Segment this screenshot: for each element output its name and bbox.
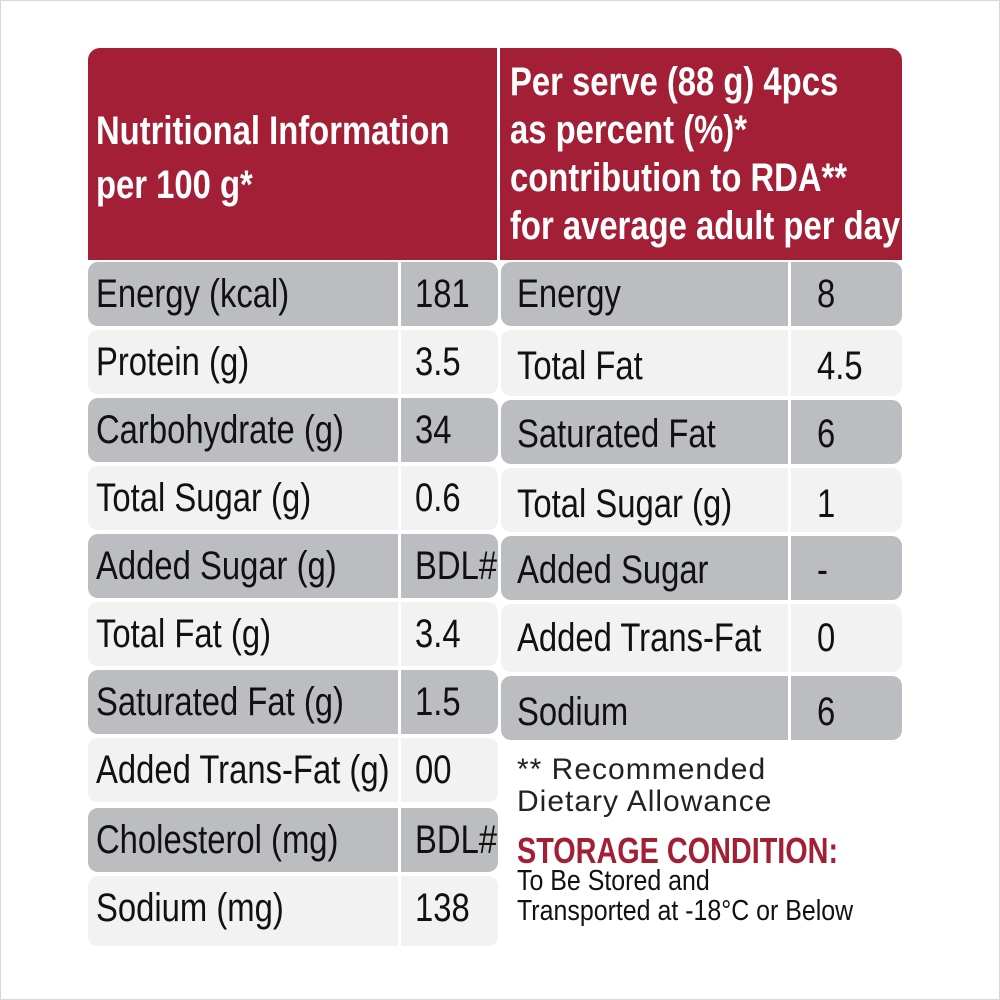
- rda-label: Sodium: [517, 690, 629, 734]
- header-left-line: Nutritional Information: [96, 109, 450, 153]
- rda-footnote: ** Recommended Dietary Allowance: [517, 754, 897, 818]
- rda-label: Energy: [517, 272, 621, 316]
- nutrient-value: 3.5: [415, 340, 461, 384]
- storage-condition-text: To Be Stored and Transported at -18°C or…: [517, 866, 921, 926]
- rda-value: 8: [817, 272, 836, 316]
- row-separator: [788, 536, 791, 600]
- rda-label: Total Sugar (g): [517, 482, 733, 526]
- nutrient-row: Total Sugar (g) 0.6: [88, 466, 498, 530]
- storage-line: Transported at -18°C or Below: [517, 895, 854, 927]
- row-separator: [398, 738, 401, 802]
- rda-row: Total Sugar (g) 1: [501, 468, 902, 532]
- row-separator: [788, 468, 791, 532]
- nutrient-label: Energy (kcal): [96, 272, 290, 316]
- nutrient-row: Energy (kcal) 181: [88, 262, 498, 326]
- footnote-line: Dietary Allowance: [517, 785, 773, 818]
- row-separator: [398, 602, 401, 666]
- nutrient-label: Total Fat (g): [96, 612, 271, 656]
- row-separator: [398, 398, 401, 462]
- row-separator: [398, 262, 401, 326]
- rda-value: 0: [817, 616, 836, 660]
- header-right-line: as percent (%)*: [510, 108, 747, 152]
- rda-row: Energy 8: [501, 262, 902, 326]
- nutrient-value: 181: [415, 272, 470, 316]
- rda-row: Saturated Fat 6: [501, 400, 902, 464]
- nutrient-value: 34: [415, 408, 452, 452]
- nutrient-label: Carbohydrate (g): [96, 408, 344, 452]
- nutrient-row: Added Trans-Fat (g) 00: [88, 738, 498, 802]
- row-separator: [398, 876, 401, 946]
- nutrient-label: Cholesterol (mg): [96, 818, 339, 862]
- row-separator: [788, 676, 791, 740]
- nutrient-label: Saturated Fat (g): [96, 680, 344, 724]
- nutrient-label: Added Sugar (g): [96, 544, 337, 588]
- nutrient-label: Total Sugar (g): [96, 476, 312, 520]
- rda-row: Sodium 6: [501, 676, 902, 740]
- storage-line: To Be Stored and: [517, 865, 710, 897]
- header-divider: [497, 48, 500, 260]
- header-right-line: contribution to RDA**: [510, 156, 848, 200]
- rda-label: Total Fat: [517, 344, 643, 388]
- nutrient-label: Added Trans-Fat (g): [96, 748, 390, 792]
- nutrient-value: 0.6: [415, 476, 461, 520]
- nutrient-label: Sodium (mg): [96, 886, 284, 930]
- row-separator: [398, 670, 401, 734]
- nutrient-row: Saturated Fat (g) 1.5: [88, 670, 498, 734]
- nutrient-row: Carbohydrate (g) 34: [88, 398, 498, 462]
- rda-row: Total Fat 4.5: [501, 330, 902, 396]
- header-per-serve-rda: Per serve (88 g) 4pcs as percent (%)* co…: [510, 58, 901, 250]
- rda-value: -: [817, 548, 828, 592]
- nutrient-row: Total Fat (g) 3.4: [88, 602, 498, 666]
- rda-row: Added Sugar -: [501, 536, 902, 600]
- header-right-line: for average adult per day: [510, 204, 901, 248]
- row-separator: [788, 604, 791, 672]
- rda-value: 1: [817, 482, 836, 526]
- nutrient-row: Added Sugar (g) BDL#: [88, 534, 498, 598]
- row-separator: [398, 808, 401, 872]
- nutrient-row: Protein (g) 3.5: [88, 330, 498, 394]
- rda-value: 6: [817, 412, 836, 456]
- nutrient-value: BDL#: [415, 544, 498, 588]
- nutrient-value: 138: [415, 886, 470, 930]
- nutrient-value: 3.4: [415, 612, 461, 656]
- storage-condition-title: STORAGE CONDITION:: [517, 830, 839, 871]
- rda-label: Saturated Fat: [517, 412, 716, 456]
- table-header: Nutritional Information per 100 g* Per s…: [88, 48, 902, 260]
- rda-label: Added Sugar: [517, 548, 709, 592]
- header-right-line: Per serve (88 g) 4pcs: [510, 60, 839, 104]
- header-left-line: per 100 g*: [96, 163, 253, 207]
- row-separator: [398, 534, 401, 598]
- header-per-100g: Nutritional Information per 100 g*: [96, 104, 450, 212]
- nutrient-value: 1.5: [415, 680, 461, 724]
- row-separator: [788, 330, 791, 396]
- row-separator: [398, 330, 401, 394]
- row-separator: [398, 466, 401, 530]
- rda-value: 4.5: [817, 344, 863, 388]
- nutrient-row: Sodium (mg) 138: [88, 876, 498, 946]
- row-separator: [788, 262, 791, 326]
- rda-value: 6: [817, 690, 836, 734]
- nutrient-value: 00: [415, 748, 452, 792]
- rda-row: Added Trans-Fat 0: [501, 604, 902, 672]
- rda-label: Added Trans-Fat: [517, 616, 762, 660]
- nutrient-value: BDL#: [415, 818, 498, 862]
- nutrient-row: Cholesterol (mg) BDL#: [88, 808, 498, 872]
- footnote-line: ** Recommended: [517, 753, 767, 786]
- nutrient-label: Protein (g): [96, 340, 250, 384]
- row-separator: [788, 400, 791, 464]
